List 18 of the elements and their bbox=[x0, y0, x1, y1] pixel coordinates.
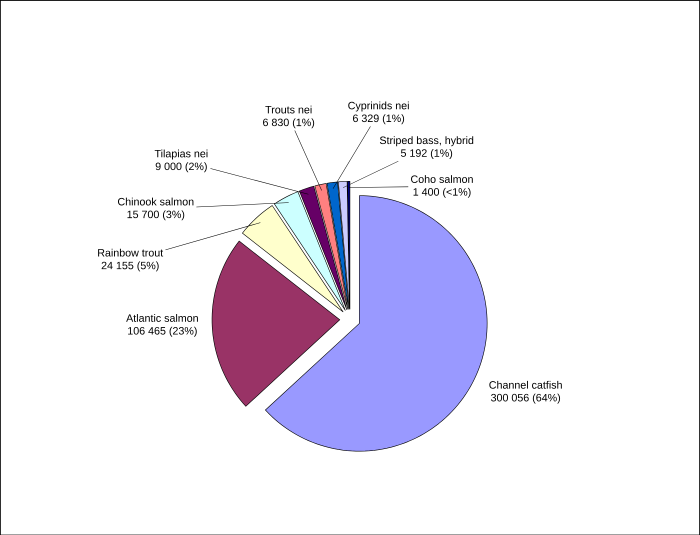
data-label: 6 830 (1%) bbox=[263, 118, 314, 128]
slice-label: Striped bass, hybrid bbox=[380, 136, 474, 146]
slice-label: Channel catfish bbox=[489, 380, 562, 389]
slice-label: Coho salmon bbox=[411, 174, 473, 183]
data-label: 24 155 (5%) bbox=[102, 261, 159, 272]
data-label: 9 000 (2%) bbox=[156, 162, 207, 172]
data-label: 6 329 (1%) bbox=[353, 114, 404, 124]
data-label: 106 465 (23%) bbox=[128, 326, 197, 337]
slice-label: Atlantic salmon bbox=[126, 314, 198, 322]
data-label: 15 700 (3%) bbox=[127, 210, 184, 220]
data-label: 1 400 (<1%) bbox=[414, 188, 471, 198]
slice-label: Rainbow trout bbox=[98, 248, 164, 256]
slice-label: Trouts nei bbox=[265, 105, 312, 114]
slice-label: Cyprinids nei bbox=[348, 101, 409, 112]
data-label: 5 192 (1%) bbox=[400, 148, 452, 159]
data-label: 300 056 (64%) bbox=[491, 393, 560, 404]
slice-label: Chinook salmon bbox=[118, 197, 194, 206]
slice-label: Tilapias nei bbox=[154, 149, 208, 160]
